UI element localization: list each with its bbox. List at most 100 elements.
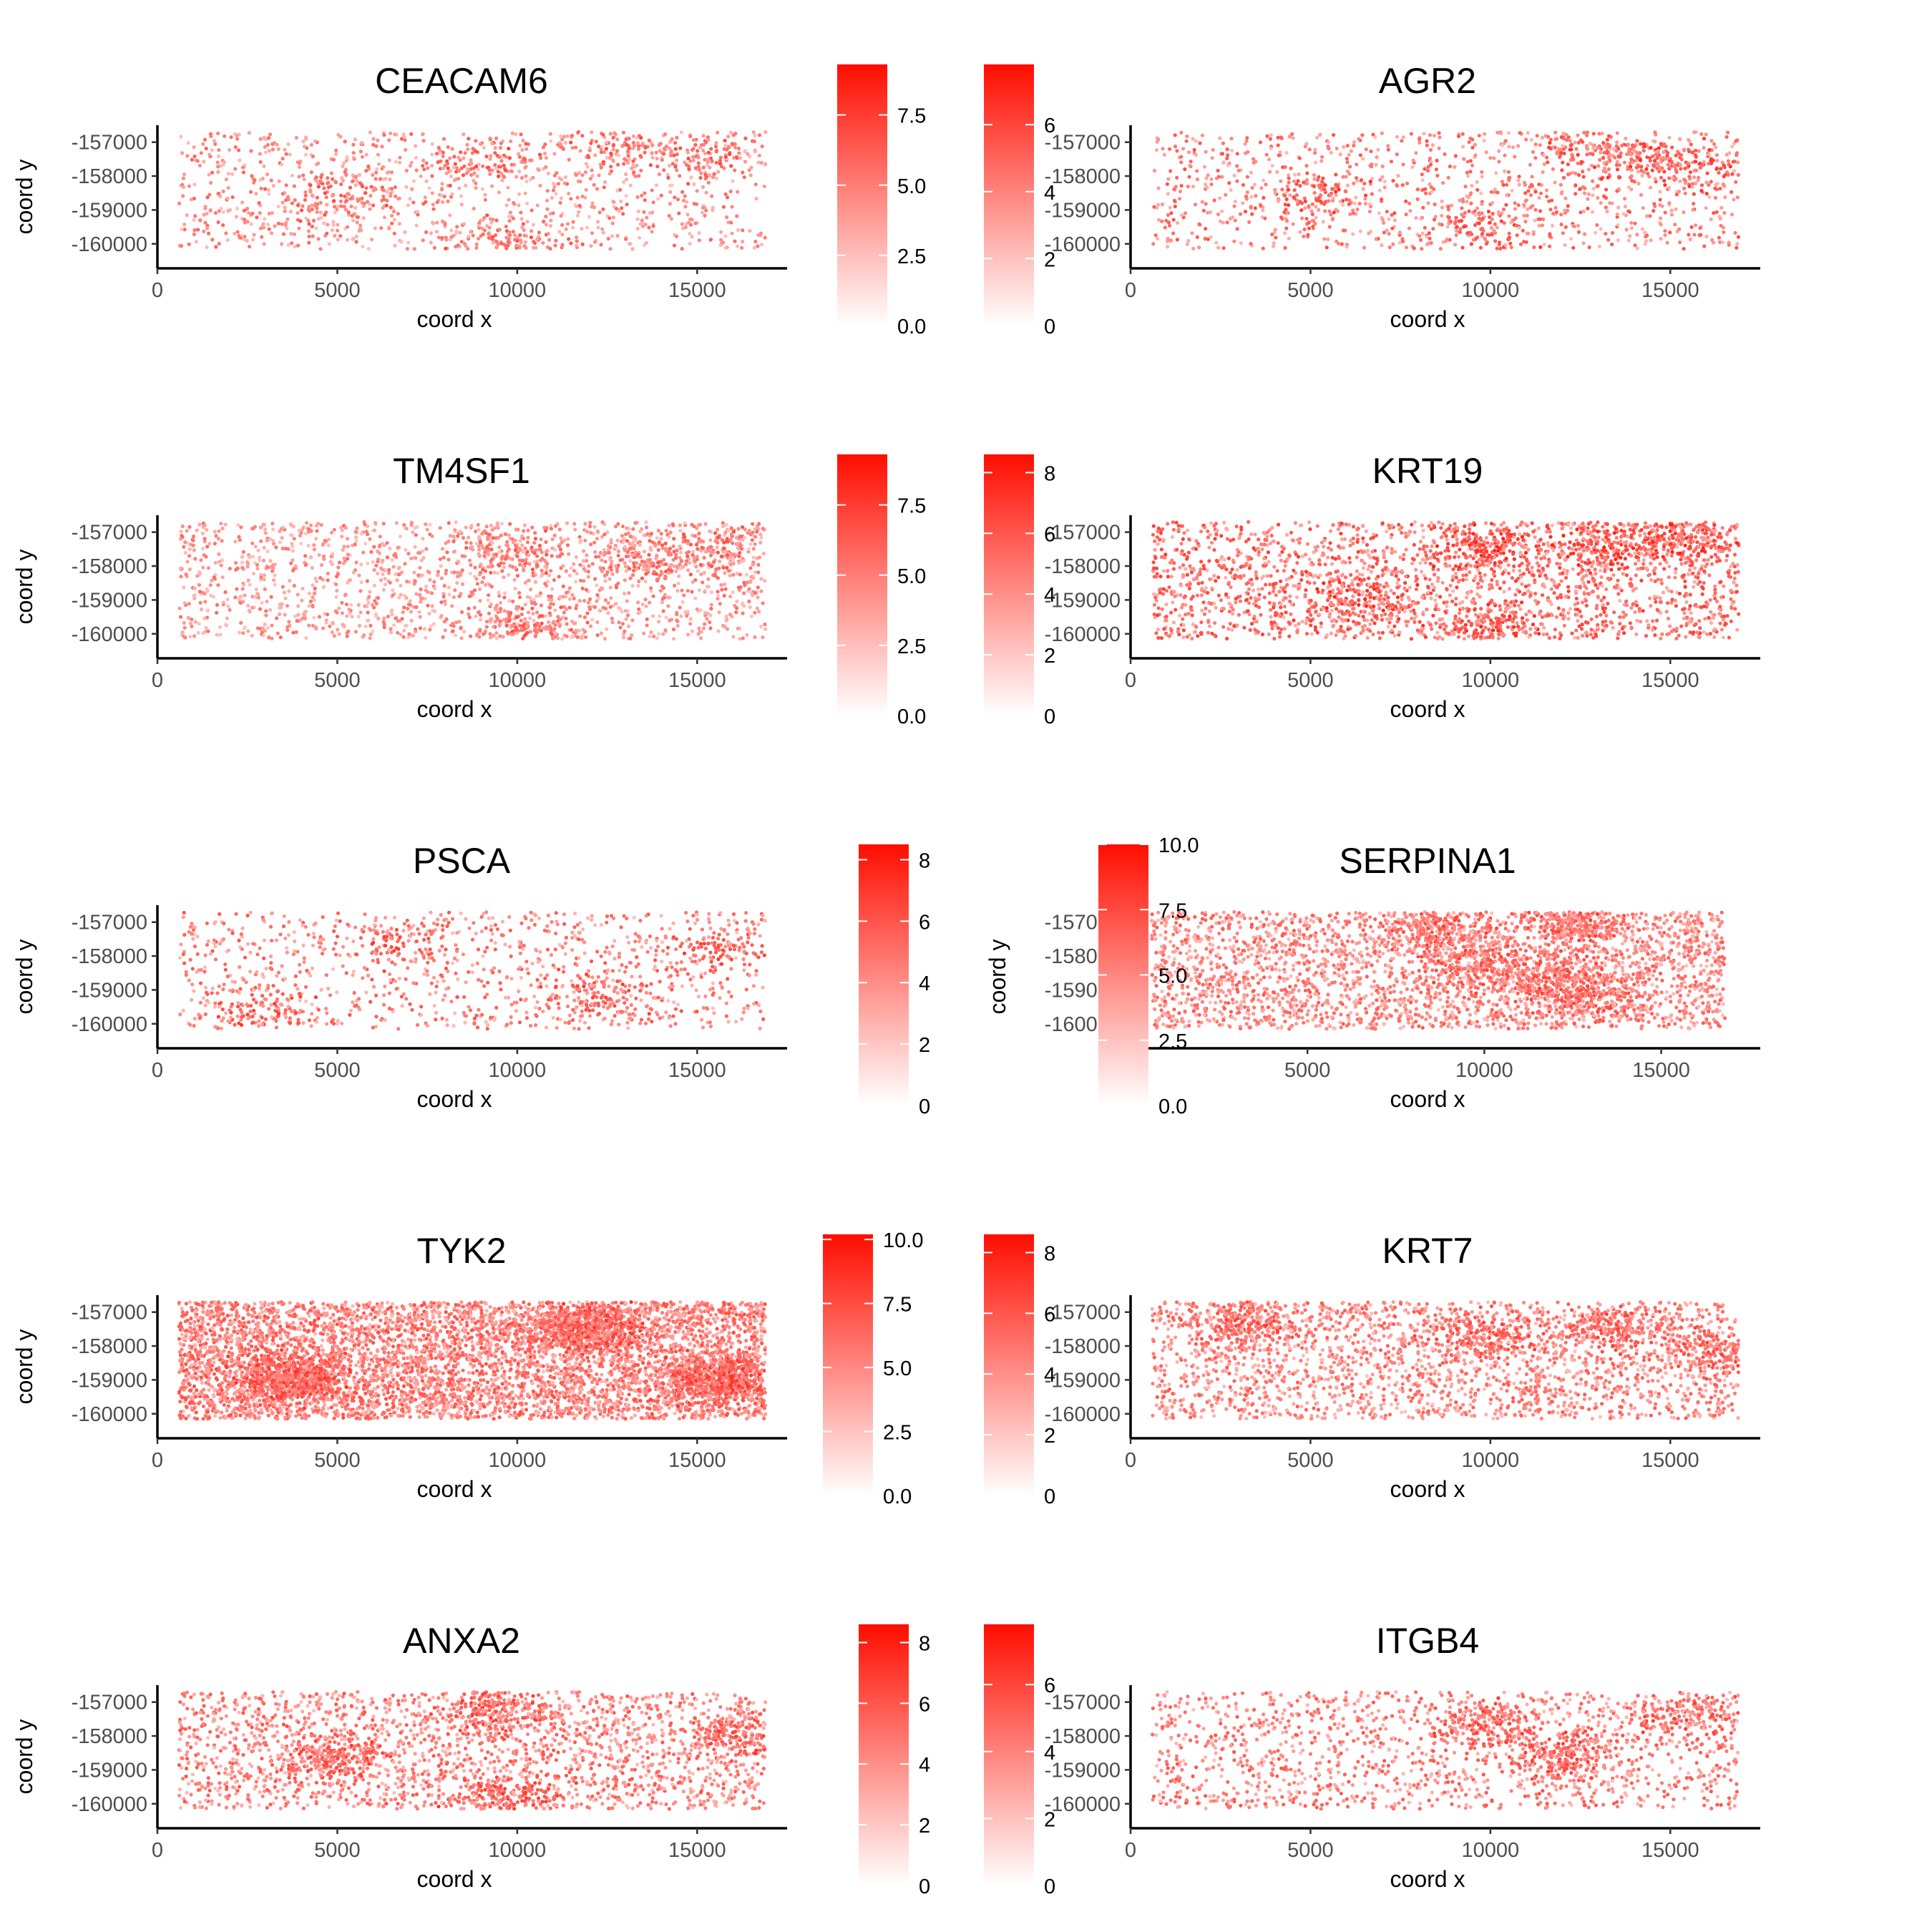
data-point <box>360 141 364 145</box>
data-point <box>1438 223 1441 226</box>
data-point <box>1234 219 1237 223</box>
data-point <box>716 528 719 532</box>
data-point <box>595 187 599 190</box>
data-point <box>1407 202 1411 205</box>
data-point <box>545 199 549 203</box>
data-point <box>254 192 258 195</box>
data-point <box>1359 230 1362 233</box>
data-point <box>1659 216 1662 220</box>
data-point <box>1197 245 1201 249</box>
data-point <box>1737 235 1740 239</box>
data-point <box>431 604 434 608</box>
data-point <box>1455 225 1459 228</box>
data-point <box>268 132 272 136</box>
data-point <box>291 201 294 205</box>
data-point <box>247 211 250 215</box>
data-point <box>473 566 477 570</box>
data-point <box>424 180 428 183</box>
data-point <box>214 211 218 215</box>
data-point <box>285 183 288 187</box>
data-point <box>1682 210 1685 214</box>
data-point <box>1709 180 1713 183</box>
data-point <box>1398 230 1402 234</box>
data-point <box>1598 158 1601 162</box>
data-point <box>1346 144 1350 147</box>
data-point <box>484 155 488 158</box>
data-point <box>235 215 238 218</box>
data-point <box>716 590 719 593</box>
data-point <box>192 634 196 638</box>
data-point <box>343 205 346 208</box>
data-point <box>497 155 501 159</box>
data-point <box>668 164 671 167</box>
data-point <box>358 589 362 592</box>
data-point <box>1298 184 1302 187</box>
data-point <box>668 184 672 187</box>
data-point <box>1166 192 1170 195</box>
data-point <box>701 185 705 189</box>
data-point <box>390 214 394 218</box>
data-point <box>649 630 653 634</box>
data-point <box>1553 206 1557 210</box>
data-point <box>1205 186 1209 190</box>
data-point <box>289 210 293 213</box>
data-point <box>327 185 331 189</box>
data-point <box>396 212 400 215</box>
data-point <box>325 203 328 206</box>
data-point <box>1545 155 1548 159</box>
data-point <box>588 525 592 528</box>
data-point <box>1712 142 1716 146</box>
data-point <box>718 162 722 165</box>
data-point <box>1503 140 1507 143</box>
data-point <box>1254 194 1257 197</box>
data-point <box>308 235 311 238</box>
data-point <box>525 147 528 151</box>
data-point <box>1475 188 1479 192</box>
data-point <box>707 181 711 185</box>
data-point <box>1418 137 1421 141</box>
data-point <box>368 590 371 594</box>
y-tick-label: -157000 <box>72 132 147 155</box>
data-point <box>547 232 550 235</box>
data-point <box>365 153 369 157</box>
data-point <box>499 159 503 162</box>
data-point <box>411 200 415 204</box>
data-point <box>566 537 570 541</box>
data-point <box>214 561 218 565</box>
data-point <box>499 534 503 537</box>
data-point <box>512 163 516 167</box>
data-point <box>1735 139 1738 142</box>
data-point <box>1502 183 1506 187</box>
data-point <box>580 134 584 137</box>
data-point <box>531 567 535 571</box>
data-point <box>1220 210 1224 213</box>
data-point <box>359 580 363 584</box>
data-point <box>265 172 269 176</box>
data-point <box>1446 215 1450 218</box>
data-point <box>1457 135 1460 138</box>
data-point <box>464 151 467 155</box>
data-point <box>1166 182 1169 186</box>
data-point <box>650 151 654 155</box>
data-point <box>311 155 315 158</box>
data-point <box>316 196 319 200</box>
data-point <box>295 136 298 140</box>
data-point <box>1329 213 1332 216</box>
data-point <box>651 614 655 618</box>
data-point <box>334 149 338 152</box>
data-point <box>1608 145 1611 148</box>
data-point <box>1667 201 1671 205</box>
data-point <box>1616 213 1619 216</box>
data-point <box>482 576 485 580</box>
data-point <box>1503 170 1506 173</box>
data-point <box>1629 147 1633 151</box>
data-point <box>1615 145 1619 148</box>
data-point <box>502 175 506 179</box>
data-point <box>1380 243 1383 247</box>
data-point <box>566 222 570 225</box>
data-point <box>761 601 765 605</box>
data-point <box>1387 148 1390 152</box>
data-point <box>263 187 267 191</box>
data-point <box>304 194 308 197</box>
data-point <box>626 161 630 165</box>
